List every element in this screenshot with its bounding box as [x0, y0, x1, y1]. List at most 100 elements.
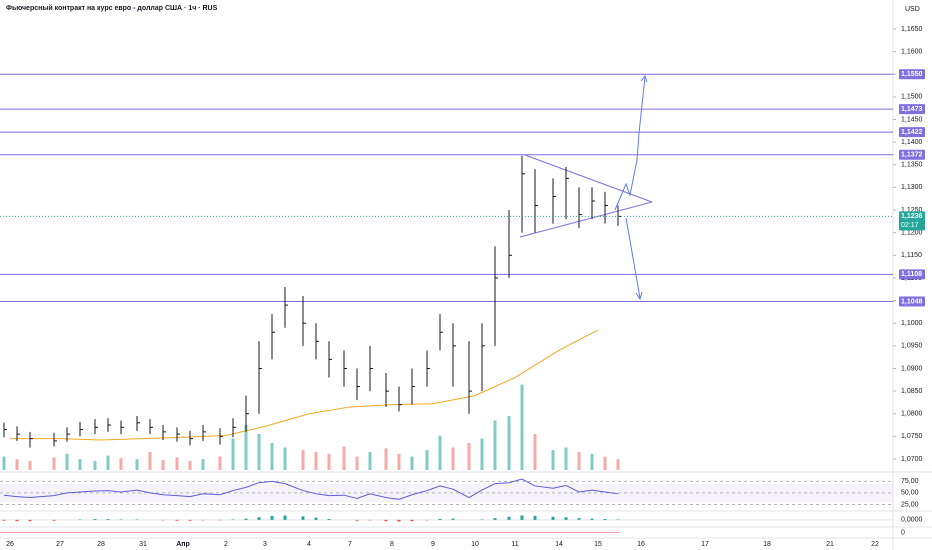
level-label: 1,1048: [901, 298, 923, 305]
volume-bar: [301, 450, 305, 470]
y-tick-label: 1,1000: [901, 320, 923, 327]
projection-arrows: [614, 74, 648, 301]
macd-bar: [314, 517, 318, 520]
volume-bar: [175, 457, 179, 470]
macd-bar: [301, 516, 305, 520]
x-tick-label: 8: [390, 541, 394, 548]
y-tick-label: 1,1250: [901, 207, 923, 214]
x-tick-label: 18: [763, 541, 771, 548]
volume-bar: [342, 446, 346, 470]
volume-bar: [283, 447, 287, 470]
pane-tick-label: 0: [901, 529, 905, 536]
volume-bar: [384, 448, 388, 470]
volume-bar: [397, 453, 401, 470]
y-tick-label: 1,0850: [901, 388, 923, 395]
volume-bar: [201, 459, 205, 470]
macd-bar: [2, 519, 6, 521]
y-tick-label: 1,0800: [901, 411, 923, 418]
volume-bar: [52, 457, 56, 470]
level-label: 1,1372: [901, 152, 923, 159]
macd-bar: [270, 515, 274, 520]
macd-bar: [106, 519, 110, 520]
volume-bar: [467, 443, 471, 470]
level-label-box: [899, 149, 925, 160]
volume-bar: [148, 452, 152, 470]
volume-bar: [135, 459, 139, 470]
volume-bar: [244, 425, 248, 470]
level-label-box: [899, 127, 925, 138]
last-price-label: 1,1236: [901, 213, 923, 220]
chart-title: Фьючерсный контракт на курс евро - долла…: [6, 4, 218, 12]
y-tick-label: 1,1600: [901, 48, 923, 55]
macd-bar: [244, 518, 248, 520]
volume-bar: [577, 452, 581, 470]
triangle-pattern: [519, 154, 653, 238]
volume-bar: [368, 452, 372, 470]
volume-bar: [270, 443, 274, 470]
x-tick-label: 16: [637, 541, 645, 548]
macd-bar: [384, 519, 388, 522]
macd-bar: [355, 519, 359, 521]
macd-bar: [15, 519, 19, 522]
macd-bar: [551, 516, 555, 520]
x-tick-label: 15: [594, 541, 602, 548]
macd-bar: [507, 516, 511, 520]
volume-bar: [533, 434, 537, 470]
macd-bar: [28, 519, 32, 522]
volume-bar: [106, 455, 110, 470]
volume-bar: [257, 434, 261, 470]
x-tick-label: 7: [348, 541, 352, 548]
x-tick-label: 14: [555, 541, 563, 548]
macd-bar: [520, 515, 524, 520]
volume-bar: [551, 450, 555, 470]
macd-bar: [564, 517, 568, 520]
macd-bar: [493, 518, 497, 520]
y-tick-label: 1,0750: [901, 433, 923, 440]
rsi-tick-label: 50,00: [901, 490, 919, 497]
volume-bar: [410, 456, 414, 470]
x-tick-label: 4: [307, 541, 311, 548]
volume-bar: [425, 450, 429, 470]
currency: USD: [905, 6, 920, 13]
moving-average: [10, 329, 599, 441]
macd-bar: [175, 519, 179, 521]
level-label: 1,1550: [901, 71, 923, 78]
rsi-line: [3, 478, 619, 500]
macd-bar: [603, 519, 607, 520]
level-label-box: [899, 296, 925, 307]
y-tick-label: 1,1650: [901, 26, 923, 33]
x-tick-label: 21: [826, 541, 834, 548]
volume-bar: [28, 461, 32, 470]
macd-bar: [283, 515, 287, 520]
macd-bar: [451, 518, 455, 520]
y-tick-label: 1,1200: [901, 230, 923, 237]
x-tick-label: 3: [263, 541, 267, 548]
macd-bar: [577, 518, 581, 520]
y-tick-label: 1,1500: [901, 94, 923, 101]
macd-bar: [93, 519, 97, 520]
volume-bar: [590, 453, 594, 470]
volume-bar: [507, 416, 511, 470]
macd-bar: [52, 519, 56, 521]
volume-bar: [161, 460, 165, 470]
volume-bar: [78, 459, 82, 470]
x-tick-label: 26: [6, 541, 14, 548]
y-tick-label: 1,1300: [901, 184, 923, 191]
x-tick-label: 2: [224, 541, 228, 548]
volume-bar: [119, 458, 123, 470]
macd-bar: [410, 519, 414, 522]
volume-bar: [2, 456, 6, 470]
volume-bar: [564, 447, 568, 470]
level-label: 1,1473: [901, 106, 923, 113]
volume-bar: [188, 461, 192, 470]
volume-bar: [65, 453, 69, 470]
volume-bar: [451, 447, 455, 470]
rsi-tick-label: 75,00: [901, 478, 919, 485]
volume-bar: [520, 384, 524, 470]
macd-bar: [397, 519, 401, 522]
last-price-box: [899, 211, 925, 231]
y-tick-label: 1,1400: [901, 139, 923, 146]
level-label: 1,1422: [901, 129, 923, 136]
